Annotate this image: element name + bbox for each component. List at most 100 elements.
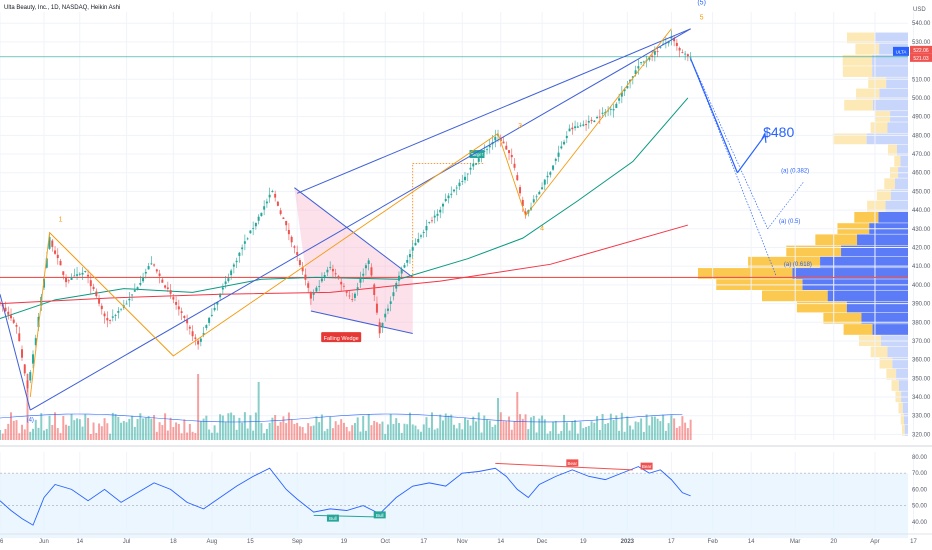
candle-body xyxy=(458,182,461,187)
price-tick-label: 460.00 xyxy=(912,171,931,177)
rsi-bear-tag-2: Bear xyxy=(640,462,653,470)
candle-body xyxy=(367,260,370,264)
candle-body xyxy=(87,274,90,277)
volume-bar xyxy=(78,419,81,440)
price-tick-label: 410.00 xyxy=(912,264,931,270)
volume-bar xyxy=(180,433,183,440)
candle-body xyxy=(227,278,230,282)
candle-body xyxy=(403,265,406,268)
price-axis[interactable]: 540.00 530.00 510.00 500.00 490.00 480.00 470.… xyxy=(912,21,931,438)
volume-bar xyxy=(51,424,54,440)
candle-body xyxy=(453,189,455,192)
candle-body xyxy=(219,293,222,298)
volume-bar xyxy=(312,425,315,440)
volume-profile-bar xyxy=(854,211,879,223)
volume-profile-bar xyxy=(786,245,842,257)
candle-body xyxy=(331,268,334,272)
volume-bar xyxy=(100,426,103,440)
volume-bar xyxy=(98,423,101,440)
volume-bar xyxy=(172,427,175,440)
volume-bar xyxy=(609,413,612,440)
candle-body xyxy=(384,313,387,318)
candle-body xyxy=(417,238,420,243)
volume-profile-bar xyxy=(891,380,899,391)
candle-body xyxy=(169,290,172,294)
candle-body xyxy=(620,92,623,97)
candle-body xyxy=(12,319,15,323)
volume-bar xyxy=(301,427,304,440)
volume-bar xyxy=(563,414,566,440)
volume-bar xyxy=(353,423,356,440)
volume-profile-bar xyxy=(796,301,847,313)
volume-profile-bar xyxy=(887,346,908,358)
volume-bar xyxy=(587,425,590,440)
volume-bar xyxy=(131,415,134,440)
volume-profile-bar xyxy=(902,402,908,414)
candle-body xyxy=(521,199,524,206)
candle-body xyxy=(320,278,323,282)
volume-bar xyxy=(667,423,670,440)
candle-body xyxy=(21,349,24,358)
volume-bar xyxy=(574,420,577,440)
volume-bar xyxy=(505,420,508,440)
candle-body xyxy=(125,303,128,305)
volume-bar xyxy=(508,416,511,440)
candle-body xyxy=(180,311,183,313)
candle-body xyxy=(353,293,356,298)
candle-body xyxy=(642,61,645,63)
volume-bar xyxy=(7,423,10,440)
volume-bar xyxy=(199,421,202,440)
volume-bar xyxy=(686,428,689,440)
candle-body xyxy=(279,210,282,215)
volume-bar xyxy=(364,430,367,440)
volume-profile-bar xyxy=(887,122,908,133)
volume-bar xyxy=(530,417,533,440)
volume-bar xyxy=(142,418,145,440)
candle-body xyxy=(202,333,205,335)
price-tick-label: 350.00 xyxy=(912,376,931,382)
volume-bar xyxy=(197,374,200,440)
time-axis[interactable]: 16Jun14Jul18Aug15Sep19Oct17Nov14Dec19202… xyxy=(0,533,932,545)
candle-body xyxy=(177,306,180,310)
volume-bar xyxy=(447,415,450,440)
candle-body xyxy=(194,337,197,339)
volume-bar xyxy=(362,415,365,440)
candle-body xyxy=(494,136,497,141)
candle-body xyxy=(370,267,373,276)
volume-profile-bar xyxy=(872,99,908,111)
volume-bar xyxy=(210,432,213,440)
candle-body xyxy=(164,285,167,288)
volume-bar xyxy=(65,424,68,440)
volume-bar xyxy=(579,421,582,440)
time-tick-label: Dec xyxy=(537,539,548,545)
volume-bar xyxy=(596,416,599,440)
candle-body xyxy=(230,270,233,276)
volume-bar xyxy=(219,414,222,440)
volume-profile-bar xyxy=(844,99,873,111)
volume-bar xyxy=(607,423,610,440)
volume-bar xyxy=(659,421,662,440)
volume-bar xyxy=(293,423,296,440)
candle-body xyxy=(351,299,354,300)
candle-body xyxy=(76,274,79,276)
candle-body xyxy=(563,141,566,145)
candle-body xyxy=(241,247,244,250)
time-tick-label: Oct xyxy=(381,539,391,545)
volume-profile-bar xyxy=(892,357,908,369)
fib-label-382: (a) (0.382) xyxy=(781,169,809,175)
volume-bar xyxy=(640,418,643,440)
volume-bar xyxy=(519,414,522,440)
volume-profile-bar xyxy=(856,88,880,100)
candle-body xyxy=(0,302,1,304)
volume-bar xyxy=(153,414,156,440)
volume-bar xyxy=(433,429,436,440)
candle-body xyxy=(425,225,428,231)
volume-bar xyxy=(224,422,227,440)
candle-body xyxy=(442,203,444,207)
volume-bar xyxy=(139,413,142,440)
volume-bar xyxy=(593,422,596,440)
volume-bar xyxy=(29,431,32,440)
volume-bar xyxy=(117,417,120,440)
candle-body xyxy=(48,236,51,249)
time-tick-label: Nov xyxy=(457,539,468,545)
